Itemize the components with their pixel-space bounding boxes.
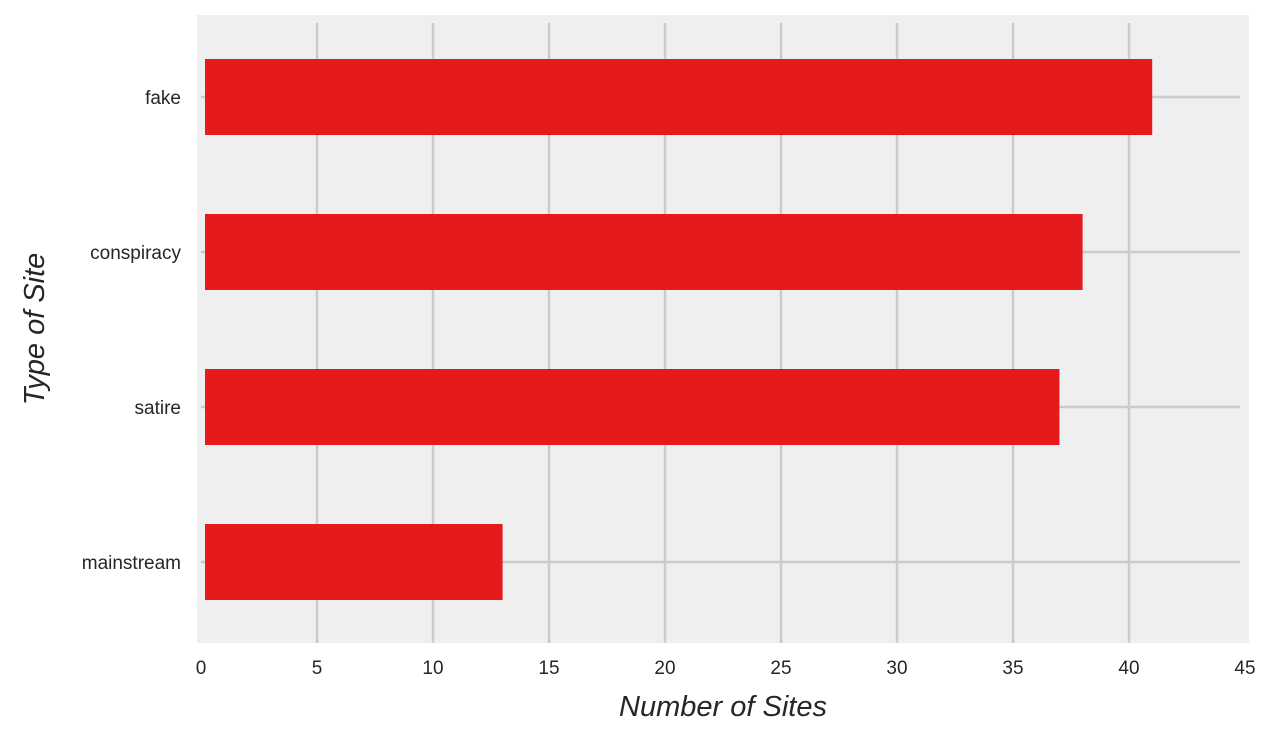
bar-conspiracy	[205, 214, 1083, 290]
x-tick-label: 45	[1234, 658, 1255, 679]
y-tick-label: conspiracy	[90, 243, 181, 264]
x-tick-label: 30	[886, 658, 907, 679]
x-tick-label: 35	[1002, 658, 1023, 679]
x-tick-label: 0	[196, 658, 207, 679]
x-tick-label: 15	[538, 658, 559, 679]
y-tick-label: mainstream	[82, 553, 181, 574]
x-tick-label: 10	[422, 658, 443, 679]
y-tick-labels: fake conspiracy satire mainstream	[82, 88, 182, 574]
x-tick-label: 40	[1118, 658, 1139, 679]
y-tick-label: satire	[135, 398, 181, 419]
y-tick-label: fake	[145, 88, 181, 109]
bar-fake	[205, 59, 1153, 135]
bars	[205, 59, 1153, 600]
y-axis-title: Type of Site	[19, 253, 51, 406]
x-tick-labels: 0 5 10 15 20 25 30 35 40 45	[196, 658, 1256, 679]
x-tick-label: 20	[654, 658, 675, 679]
bar-satire	[205, 369, 1060, 445]
bar-mainstream	[205, 524, 503, 600]
x-tick-label: 25	[770, 658, 791, 679]
x-tick-label: 5	[312, 658, 323, 679]
x-axis-title: Number of Sites	[619, 691, 827, 723]
